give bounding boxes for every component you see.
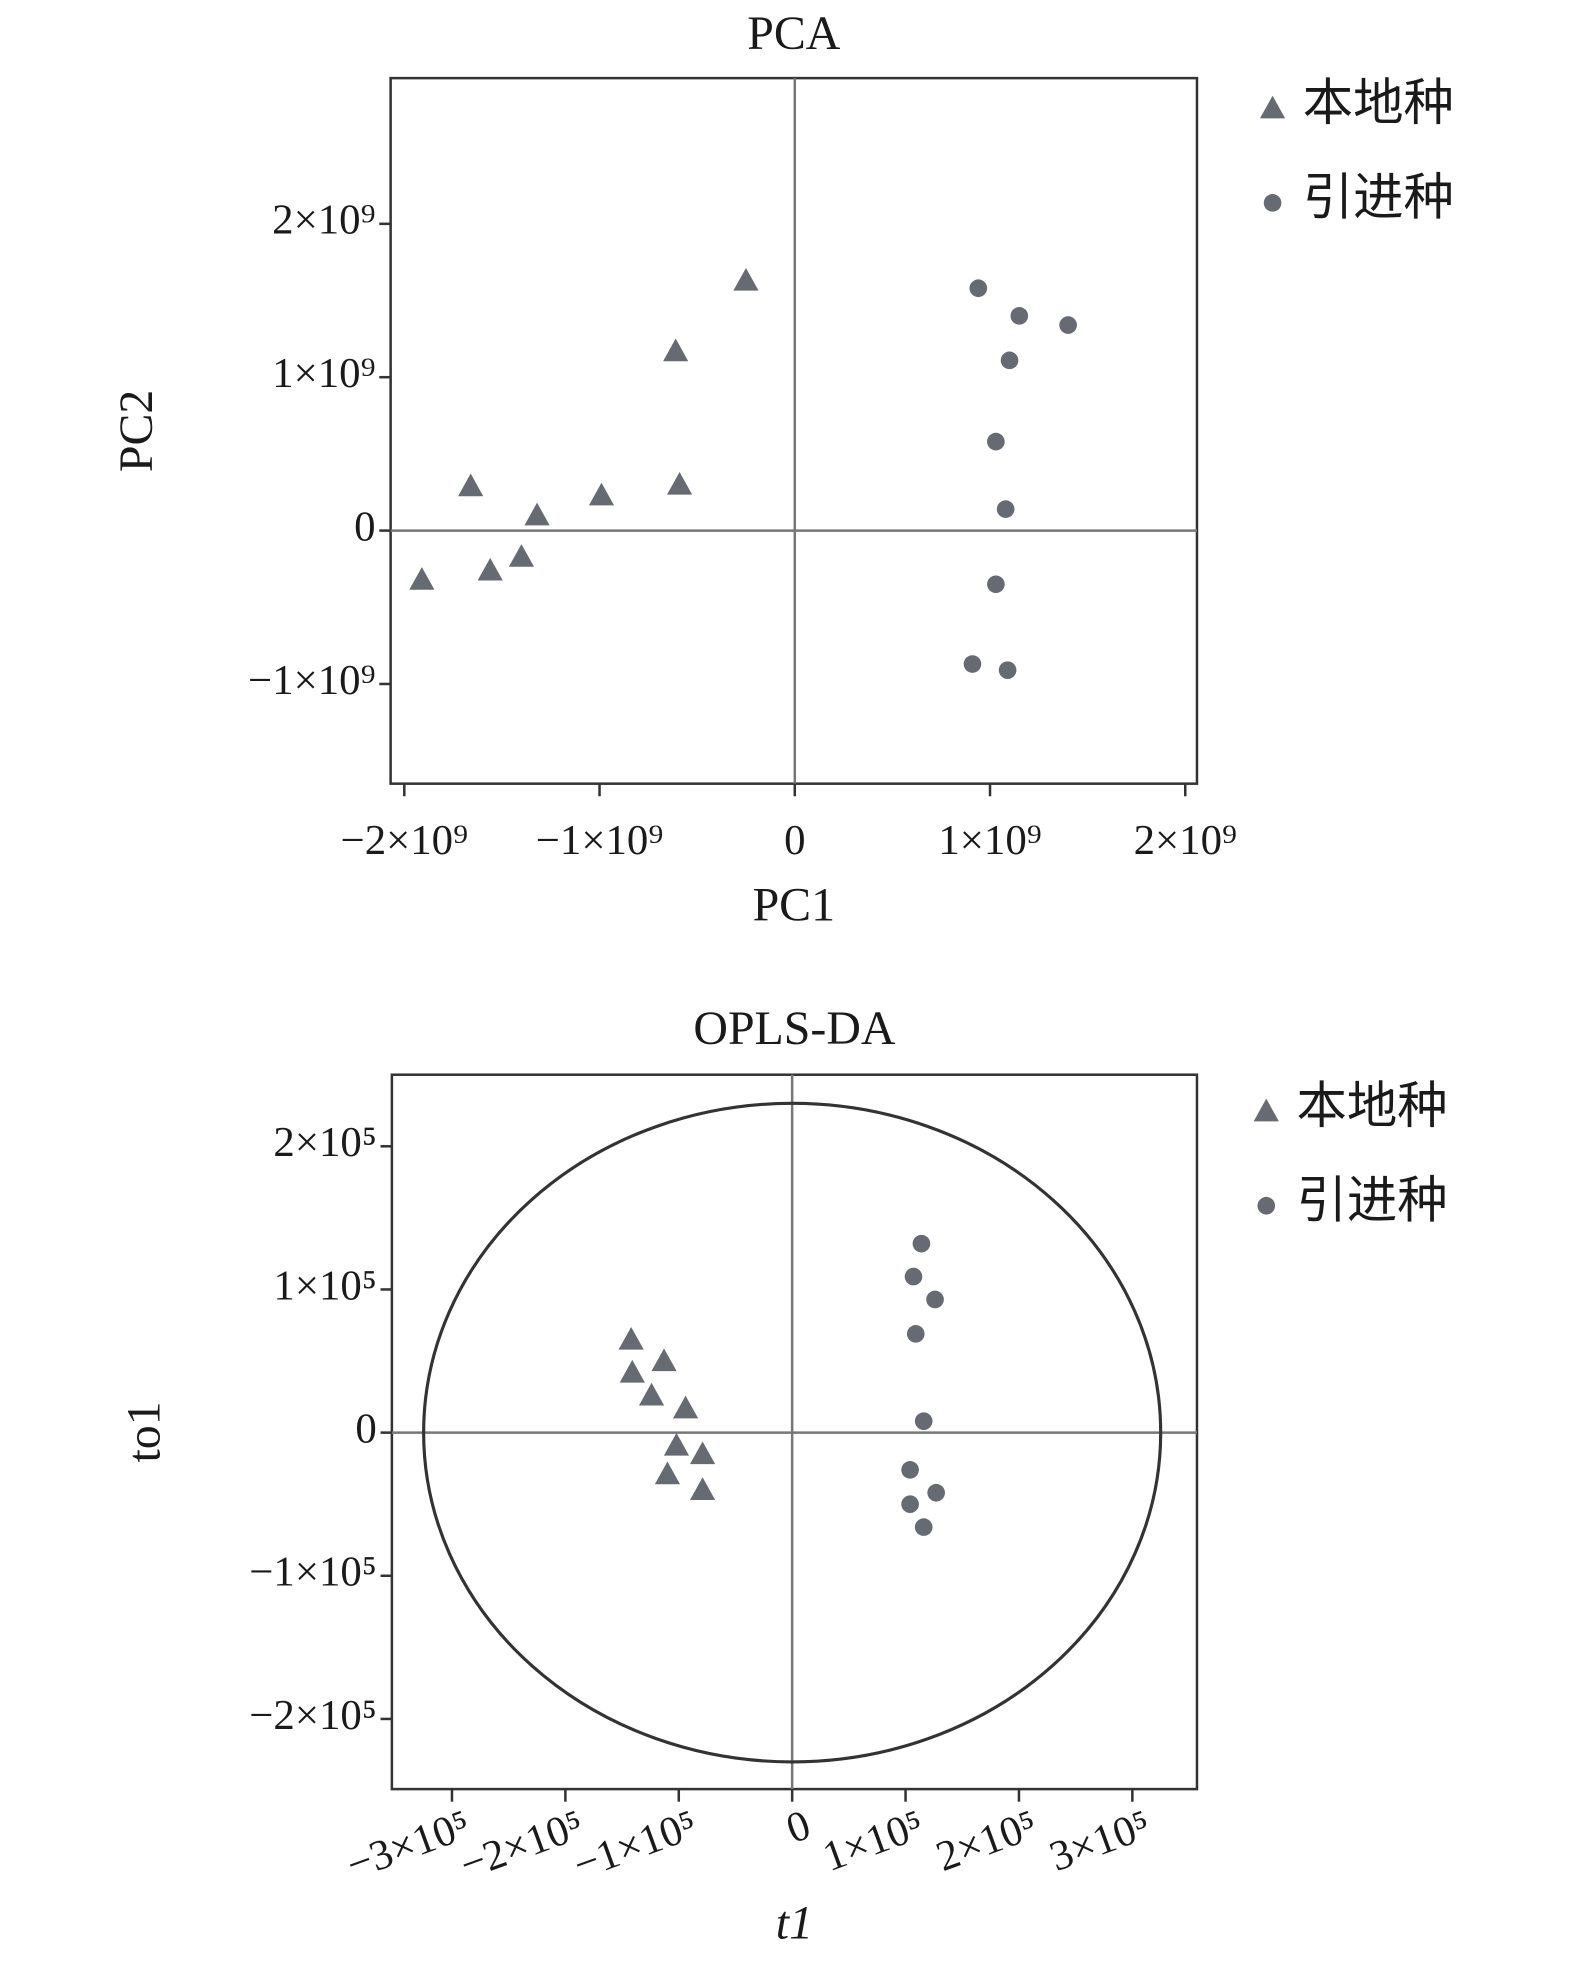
point <box>969 279 988 298</box>
legend-marker <box>1263 194 1282 212</box>
point <box>1000 351 1019 370</box>
point <box>508 544 535 567</box>
point <box>912 1234 931 1253</box>
point <box>901 1461 919 1479</box>
legend-label: 本地种 <box>1297 1078 1448 1134</box>
point <box>914 1412 933 1430</box>
x-tick-label: −2×10⁹ <box>341 817 468 864</box>
x-tick-label: −1×10⁹ <box>536 817 663 864</box>
legend-marker <box>1253 1098 1279 1122</box>
point <box>926 1290 944 1309</box>
point <box>998 661 1017 679</box>
legend-label: 引进种 <box>1303 169 1454 225</box>
y-tick-label: 1×10⁵ <box>273 1262 376 1309</box>
y-tick-label: 0 <box>354 503 375 550</box>
y-axis-label: to1 <box>118 1401 171 1462</box>
legend-label: 本地种 <box>1303 75 1454 131</box>
point <box>901 1495 919 1514</box>
point <box>654 1461 681 1485</box>
point <box>733 267 759 291</box>
point <box>458 473 484 497</box>
point <box>477 557 503 581</box>
point <box>663 1432 690 1456</box>
chart-title: OPLS-DA <box>693 1002 896 1055</box>
point <box>906 1325 925 1343</box>
x-tick-label: 2×10⁵ <box>930 1801 1043 1881</box>
x-tick-label: 1×10⁵ <box>817 1801 930 1881</box>
legend-marker <box>1259 95 1286 119</box>
x-tick-label: 0 <box>784 817 805 864</box>
x-tick-label: 3×10⁵ <box>1044 1801 1157 1881</box>
point <box>689 1477 716 1500</box>
point <box>963 655 982 673</box>
point <box>987 575 1005 594</box>
point <box>927 1483 945 1502</box>
confidence-ellipse <box>422 1101 1163 1764</box>
chart-title: PCA <box>747 7 841 60</box>
y-tick-label: 1×10⁹ <box>272 350 375 397</box>
point <box>987 432 1005 451</box>
y-tick-label: −2×10⁵ <box>249 1692 376 1739</box>
point <box>588 482 615 506</box>
legend-marker <box>1257 1196 1276 1215</box>
point <box>619 1359 645 1383</box>
x-axis-label: PC1 <box>753 879 835 932</box>
y-tick-label: −1×10⁹ <box>248 657 375 704</box>
y-axis-label: PC2 <box>110 390 163 472</box>
point <box>651 1348 677 1372</box>
point <box>996 500 1015 518</box>
y-tick-label: −1×10⁵ <box>249 1549 376 1596</box>
x-tick-label: 1×10⁹ <box>938 817 1041 864</box>
point <box>672 1395 699 1419</box>
point <box>914 1518 933 1536</box>
point <box>1059 316 1077 334</box>
point <box>904 1267 923 1286</box>
point <box>689 1441 716 1465</box>
legend-label: 引进种 <box>1297 1172 1448 1228</box>
point <box>666 471 693 495</box>
y-tick-label: 0 <box>355 1405 376 1452</box>
x-tick-label: 0 <box>780 1801 816 1852</box>
point <box>1010 307 1029 325</box>
y-tick-label: 2×10⁵ <box>273 1119 376 1166</box>
point <box>618 1326 644 1350</box>
x-tick-label: 2×10⁹ <box>1134 817 1237 864</box>
x-tick-label: −1×10⁵ <box>567 1801 703 1889</box>
point <box>638 1382 665 1406</box>
point <box>663 338 689 362</box>
point <box>524 502 550 526</box>
y-tick-label: 2×10⁹ <box>272 197 375 244</box>
x-axis-label: t1 <box>776 1897 813 1950</box>
point <box>409 567 435 590</box>
